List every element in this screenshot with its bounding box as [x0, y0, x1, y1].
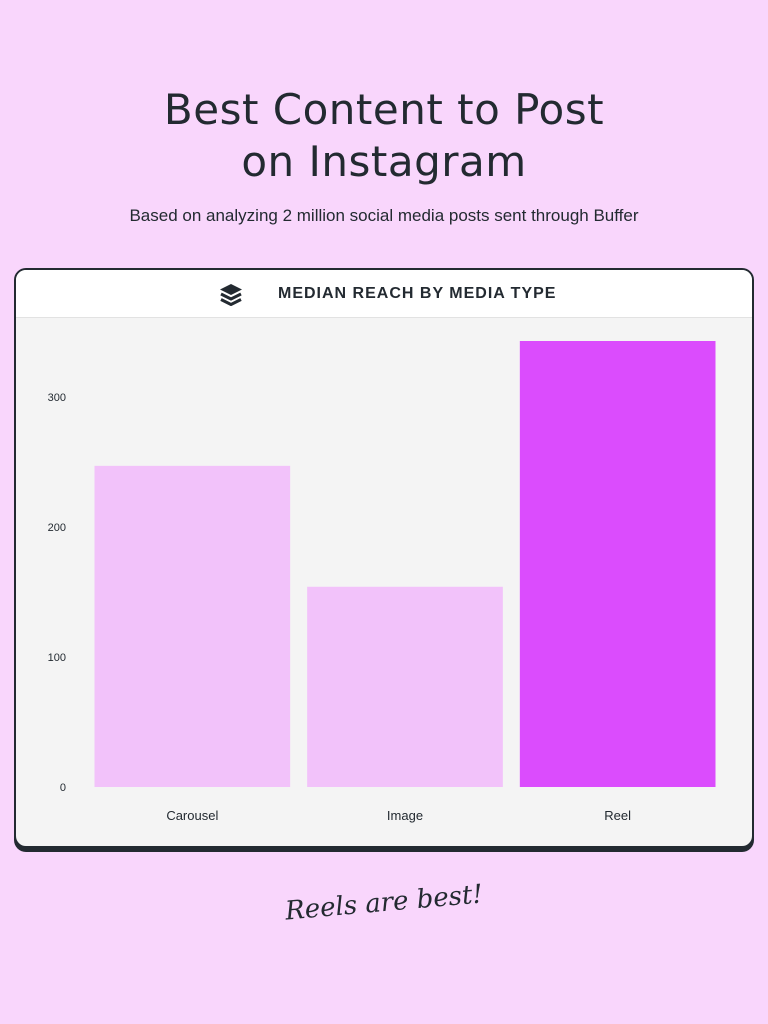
page-subtitle: Based on analyzing 2 million social medi…	[129, 206, 639, 225]
bar-carousel	[94, 465, 291, 787]
bar-image	[307, 586, 503, 787]
buffer-stack-icon	[220, 284, 242, 306]
x-tick-label: Carousel	[166, 808, 218, 823]
y-tick-label: 100	[48, 652, 66, 664]
y-tick-label: 300	[48, 392, 66, 404]
tagline: Reels are best!	[284, 879, 484, 927]
title-line-2: on Instagram	[241, 137, 527, 186]
title-line-1: Best Content to Post	[163, 85, 605, 134]
bar-reel	[519, 341, 716, 787]
page-title: Best Content to Post on Instagram	[0, 84, 768, 188]
x-tick-label: Image	[387, 808, 423, 823]
y-tick-label: 0	[60, 782, 66, 794]
bar-chart: 0 100 200 300 Carousel Image Reel	[48, 341, 716, 823]
chart-card: MEDIAN REACH BY MEDIA TYPE 0 100 200 300 Car…	[14, 268, 754, 848]
chart-card-header: MEDIAN REACH BY MEDIA TYPE	[16, 270, 752, 318]
x-tick-label: Reel	[604, 808, 631, 823]
y-tick-label: 200	[48, 522, 66, 534]
chart-title: MEDIAN REACH BY MEDIA TYPE	[278, 285, 557, 302]
